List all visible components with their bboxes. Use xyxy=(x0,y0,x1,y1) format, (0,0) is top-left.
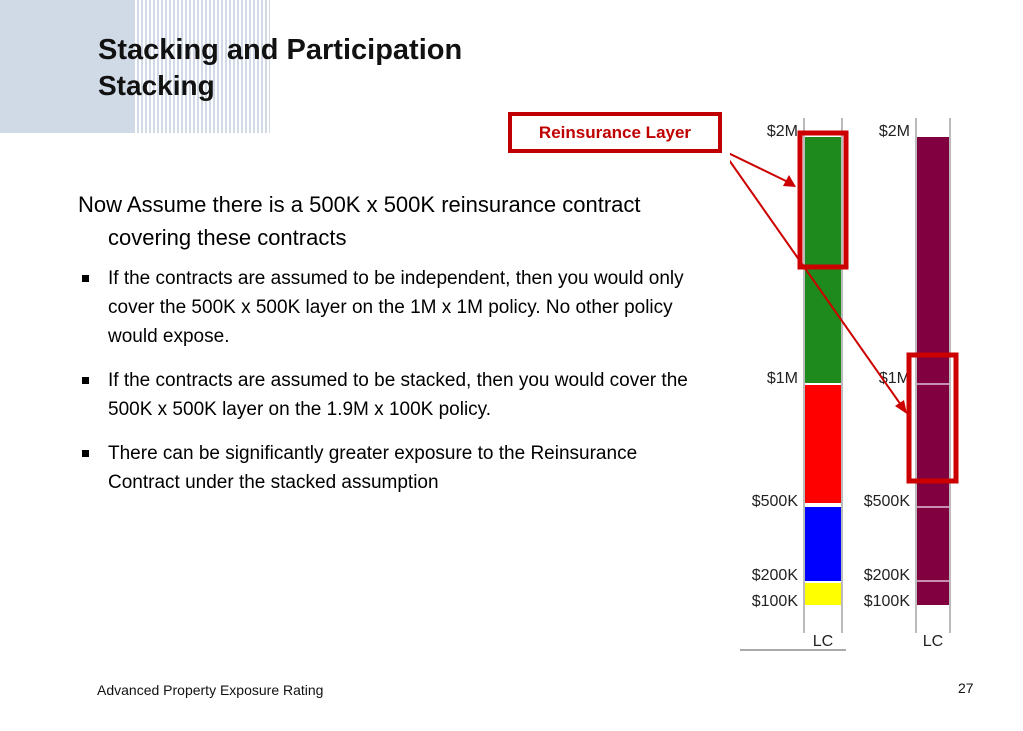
page-number: 27 xyxy=(958,680,974,696)
bullet-list: If the contracts are assumed to be indep… xyxy=(78,264,698,497)
reinsurance-layer-callout: Reinsurance Layer xyxy=(508,112,722,153)
corner-solid-block xyxy=(0,0,133,133)
left-label-100k: $100K xyxy=(752,593,799,610)
left-label-2m: $2M xyxy=(767,123,798,140)
yellow-segment xyxy=(805,583,841,605)
right-label-100k: $100K xyxy=(864,593,911,610)
slide-subtitle: Stacking xyxy=(98,70,215,101)
square-bullet-icon xyxy=(82,450,89,457)
arrow-to-right-bar xyxy=(730,159,902,406)
right-label-1m: $1M xyxy=(879,370,910,387)
green-segment xyxy=(805,137,841,383)
bullet-item-exposure: There can be significantly greater expos… xyxy=(78,439,698,497)
bullet-text: If the contracts are assumed to be stack… xyxy=(108,370,688,420)
corner-decoration xyxy=(0,0,270,133)
maroon-segment xyxy=(917,137,949,605)
square-bullet-icon xyxy=(82,377,89,384)
arrowhead-left xyxy=(783,175,796,187)
left-layer-bar: $2M $1M $500K $200K $100K LC xyxy=(740,118,846,651)
callout-arrows xyxy=(730,152,902,406)
bullet-text: If the contracts are assumed to be indep… xyxy=(108,268,684,347)
lc-segment xyxy=(917,605,949,632)
left-label-200k: $200K xyxy=(752,567,799,584)
slide-title: Stacking and Participation xyxy=(98,34,463,66)
footer-title: Advanced Property Exposure Rating xyxy=(97,682,324,698)
arrow-to-left-bar xyxy=(730,152,789,183)
arrowhead-right xyxy=(895,400,907,414)
right-layer-bar: $2M $1M $500K $200K $100K LC xyxy=(864,118,951,650)
left-label-1m: $1M xyxy=(767,370,798,387)
lead-paragraph: Now Assume there is a 500K x 500K reinsu… xyxy=(78,192,641,250)
right-label-2m: $2M xyxy=(879,123,910,140)
bullet-item-stacked: If the contracts are assumed to be stack… xyxy=(78,366,698,424)
right-label-lc: LC xyxy=(923,633,943,650)
red-segment xyxy=(805,385,841,503)
right-label-200k: $200K xyxy=(864,567,911,584)
slide-body: Now Assume there is a 500K x 500K reinsu… xyxy=(78,188,698,512)
right-label-500k: $500K xyxy=(864,493,911,510)
bullet-text: There can be significantly greater expos… xyxy=(108,443,638,493)
lc-segment xyxy=(805,605,841,632)
corner-stripes xyxy=(133,0,270,133)
right-reinsurance-highlight xyxy=(906,352,959,484)
layer-diagram: $2M $1M $500K $200K $100K LC $2M $1M $50… xyxy=(730,118,959,651)
left-label-lc: LC xyxy=(813,633,833,650)
square-bullet-icon xyxy=(82,275,89,282)
bullet-item-independent: If the contracts are assumed to be indep… xyxy=(78,264,698,351)
left-label-500k: $500K xyxy=(752,493,799,510)
blue-segment xyxy=(805,507,841,581)
left-reinsurance-highlight xyxy=(797,130,849,270)
